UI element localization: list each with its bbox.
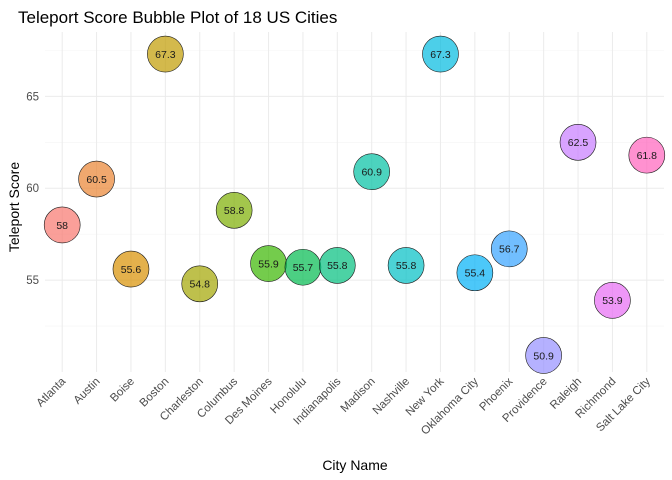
bubble-label-13: 56.7	[499, 244, 520, 256]
bubble-label-11: 67.3	[430, 49, 451, 61]
bubble-circle-13	[490, 230, 528, 268]
y-tick-label-2: 65	[26, 91, 39, 103]
bubble-label-10: 55.8	[396, 260, 417, 272]
bubble-1: 60.5	[78, 160, 115, 198]
bubble-5: 58.8	[215, 191, 253, 229]
y-tick-label-0: 55	[26, 275, 39, 287]
bubble-label-1: 60.5	[86, 174, 107, 186]
bubble-label-2: 55.6	[121, 264, 142, 276]
bubble-label-14: 50.9	[533, 350, 554, 362]
bubble-circle-8	[319, 247, 356, 284]
y-axis-title: Teleport Score	[6, 162, 22, 252]
bubble-circle-5	[215, 191, 253, 229]
bubble-6: 55.9	[250, 245, 287, 282]
bubble-2: 55.6	[112, 250, 150, 288]
bubble-label-16: 53.9	[602, 295, 623, 307]
bubble-circle-16	[594, 282, 631, 319]
bubble-15: 62.5	[559, 123, 597, 161]
bubble-17: 61.8	[628, 136, 666, 174]
bubble-9: 60.9	[353, 153, 390, 190]
bubble-8: 55.8	[319, 247, 356, 284]
x-tick-label-3: Boston	[138, 376, 172, 410]
bubble-label-7: 55.7	[293, 262, 314, 274]
bubble-12: 55.4	[456, 254, 494, 292]
bubble-14: 50.9	[525, 337, 562, 374]
bubble-label-15: 62.5	[568, 137, 589, 149]
bubble-label-8: 55.8	[327, 260, 348, 272]
bubble-label-9: 60.9	[361, 166, 382, 178]
x-axis-title: City Name	[322, 457, 388, 473]
bubble-circle-17	[628, 136, 666, 174]
bubble-circle-9	[353, 153, 390, 190]
bubble-circle-11	[422, 35, 459, 73]
bubble-label-5: 58.8	[224, 205, 245, 217]
y-axis-ticks: 55 60 65	[26, 91, 39, 287]
bubble-13: 56.7	[490, 230, 528, 268]
x-tick-label-1: Austin	[72, 376, 103, 407]
x-axis-ticks: Atlanta Austin Boise BostonCharlestonColumb…	[35, 375, 654, 437]
bubble-circle-10	[387, 247, 425, 284]
bubble-label-17: 61.8	[637, 150, 658, 162]
bubble-circle-2	[112, 250, 150, 288]
bubble-circle-15	[559, 123, 597, 161]
bubble-label-6: 55.9	[258, 258, 279, 270]
bubble-circle-3	[147, 35, 184, 73]
bubble-circle-1	[78, 160, 115, 198]
bubble-circle-4	[181, 265, 219, 303]
bubble-7: 55.7	[284, 248, 322, 286]
bubble-0: 58	[43, 206, 81, 244]
bubble-10: 55.8	[387, 247, 425, 284]
bubble-circle-12	[456, 254, 494, 292]
bubble-circle-0	[43, 206, 81, 244]
bubble-label-12: 55.4	[465, 268, 486, 280]
grid	[45, 32, 664, 372]
bubble-4: 54.8	[181, 265, 219, 303]
x-tick-label-2: Boise	[108, 376, 137, 405]
chart-title: Teleport Score Bubble Plot of 18 US Citi…	[18, 8, 337, 27]
bubble-3: 67.3	[147, 35, 184, 73]
bubble-label-0: 58	[56, 220, 68, 232]
bubble-circle-14	[525, 337, 562, 374]
x-tick-label-0: Atlanta	[35, 375, 69, 409]
y-tick-label-1: 60	[26, 183, 39, 195]
bubble-label-4: 54.8	[190, 279, 211, 291]
bubble-16: 53.9	[594, 282, 631, 319]
bubbles: 58 60.5 55.6 67.3 54.8 58.8 55.9 55.7 55.8 60.9 55…	[43, 35, 666, 374]
bubble-11: 67.3	[422, 35, 459, 73]
bubble-label-3: 67.3	[155, 49, 176, 61]
